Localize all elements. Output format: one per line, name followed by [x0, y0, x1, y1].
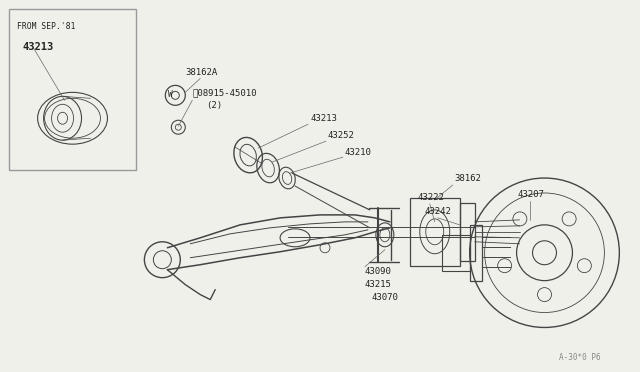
Text: 38162: 38162	[454, 173, 481, 183]
Bar	[9, 9, 136, 170]
Text: 43215: 43215	[365, 280, 392, 289]
Bar	[460, 203, 475, 261]
Bar	[470, 225, 482, 280]
Text: 43222: 43222	[418, 193, 445, 202]
Text: 38162A: 38162A	[186, 68, 218, 77]
Text: 43252: 43252	[328, 131, 355, 140]
Text: 43213: 43213	[22, 42, 54, 52]
Text: A-30*0 P6: A-30*0 P6	[559, 353, 601, 362]
Text: 43213: 43213	[310, 114, 337, 123]
Text: FROM SEP.'81: FROM SEP.'81	[17, 22, 75, 31]
Text: 43242: 43242	[425, 208, 452, 217]
Text: W: W	[168, 90, 173, 99]
Text: (2): (2)	[206, 101, 222, 110]
Bar	[410, 198, 460, 266]
Text: ⓜ08915-45010: ⓜ08915-45010	[192, 88, 257, 97]
Text: 43090: 43090	[365, 267, 392, 276]
Text: 43070: 43070	[372, 293, 399, 302]
Bar	[442, 235, 470, 271]
Text: 43210: 43210	[345, 148, 372, 157]
Text: 43207: 43207	[518, 190, 545, 199]
